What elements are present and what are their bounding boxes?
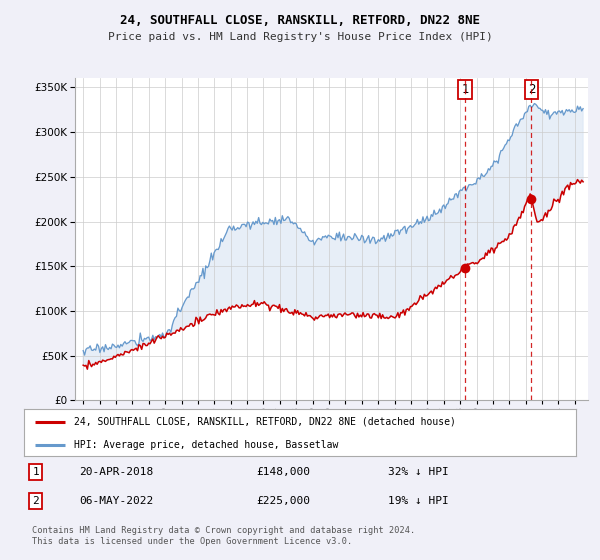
Text: 1: 1 [461, 83, 469, 96]
Text: 1: 1 [32, 467, 39, 477]
Text: 19% ↓ HPI: 19% ↓ HPI [388, 496, 449, 506]
Text: 24, SOUTHFALL CLOSE, RANSKILL, RETFORD, DN22 8NE: 24, SOUTHFALL CLOSE, RANSKILL, RETFORD, … [120, 14, 480, 27]
Text: £225,000: £225,000 [256, 496, 310, 506]
Text: 2: 2 [528, 83, 535, 96]
Text: Price paid vs. HM Land Registry's House Price Index (HPI): Price paid vs. HM Land Registry's House … [107, 32, 493, 43]
Text: 06-MAY-2022: 06-MAY-2022 [79, 496, 154, 506]
Text: 24, SOUTHFALL CLOSE, RANSKILL, RETFORD, DN22 8NE (detached house): 24, SOUTHFALL CLOSE, RANSKILL, RETFORD, … [74, 417, 455, 427]
Text: 2: 2 [32, 496, 39, 506]
Text: 32% ↓ HPI: 32% ↓ HPI [388, 467, 449, 477]
Text: HPI: Average price, detached house, Bassetlaw: HPI: Average price, detached house, Bass… [74, 440, 338, 450]
Text: Contains HM Land Registry data © Crown copyright and database right 2024.
This d: Contains HM Land Registry data © Crown c… [32, 526, 416, 545]
Text: 20-APR-2018: 20-APR-2018 [79, 467, 154, 477]
Text: £148,000: £148,000 [256, 467, 310, 477]
